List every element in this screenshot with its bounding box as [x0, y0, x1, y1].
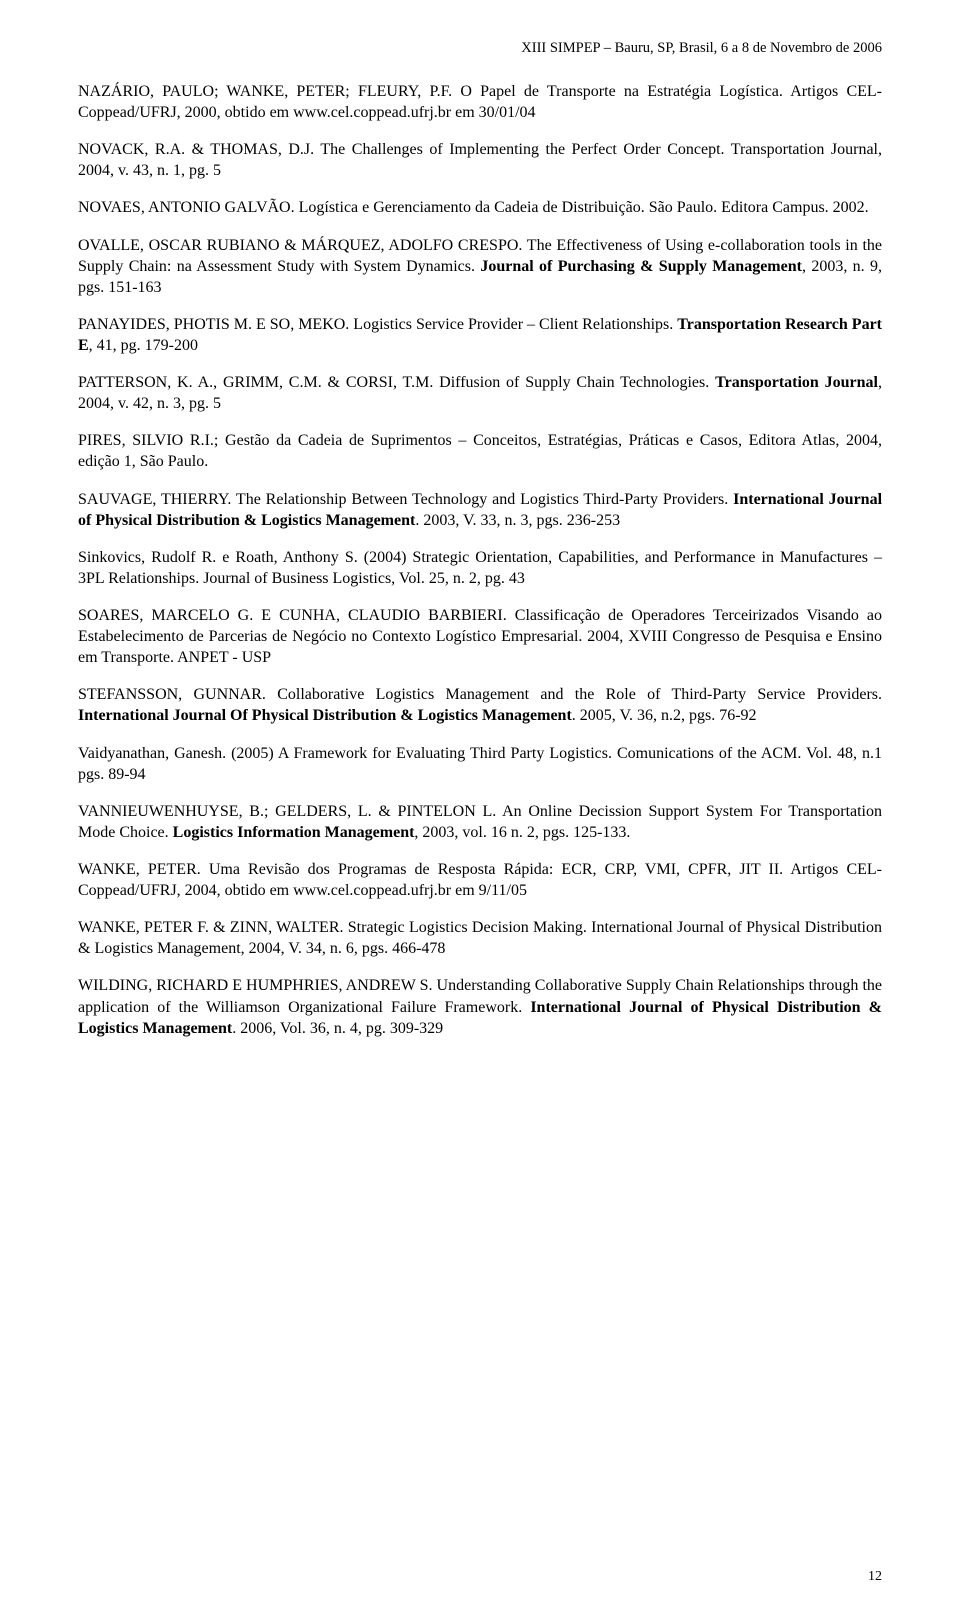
- reference-entry: NOVAES, ANTONIO GALVÃO. Logística e Gere…: [78, 197, 882, 218]
- reference-entry: WILDING, RICHARD E HUMPHRIES, ANDREW S. …: [78, 975, 882, 1038]
- reference-entry: SOARES, MARCELO G. E CUNHA, CLAUDIO BARB…: [78, 605, 882, 668]
- page-header: XIII SIMPEP – Bauru, SP, Brasil, 6 a 8 d…: [78, 40, 882, 57]
- page-container: XIII SIMPEP – Bauru, SP, Brasil, 6 a 8 d…: [0, 0, 960, 1609]
- reference-entry: PATTERSON, K. A., GRIMM, C.M. & CORSI, T…: [78, 372, 882, 414]
- reference-entry: STEFANSSON, GUNNAR. Collaborative Logist…: [78, 684, 882, 726]
- reference-entry: PIRES, SILVIO R.I.; Gestão da Cadeia de …: [78, 430, 882, 472]
- reference-entry: VANNIEUWENHUYSE, B.; GELDERS, L. & PINTE…: [78, 801, 882, 843]
- reference-entry: WANKE, PETER. Uma Revisão dos Programas …: [78, 859, 882, 901]
- reference-entry: SAUVAGE, THIERRY. The Relationship Betwe…: [78, 489, 882, 531]
- reference-entry: Sinkovics, Rudolf R. e Roath, Anthony S.…: [78, 547, 882, 589]
- references-list: NAZÁRIO, PAULO; WANKE, PETER; FLEURY, P.…: [78, 81, 882, 1039]
- reference-entry: PANAYIDES, PHOTIS M. E SO, MEKO. Logisti…: [78, 314, 882, 356]
- reference-entry: OVALLE, OSCAR RUBIANO & MÁRQUEZ, ADOLFO …: [78, 235, 882, 298]
- reference-entry: Vaidyanathan, Ganesh. (2005) A Framework…: [78, 743, 882, 785]
- reference-entry: NOVACK, R.A. & THOMAS, D.J. The Challeng…: [78, 139, 882, 181]
- reference-entry: WANKE, PETER F. & ZINN, WALTER. Strategi…: [78, 917, 882, 959]
- reference-entry: NAZÁRIO, PAULO; WANKE, PETER; FLEURY, P.…: [78, 81, 882, 123]
- page-number: 12: [868, 1569, 882, 1585]
